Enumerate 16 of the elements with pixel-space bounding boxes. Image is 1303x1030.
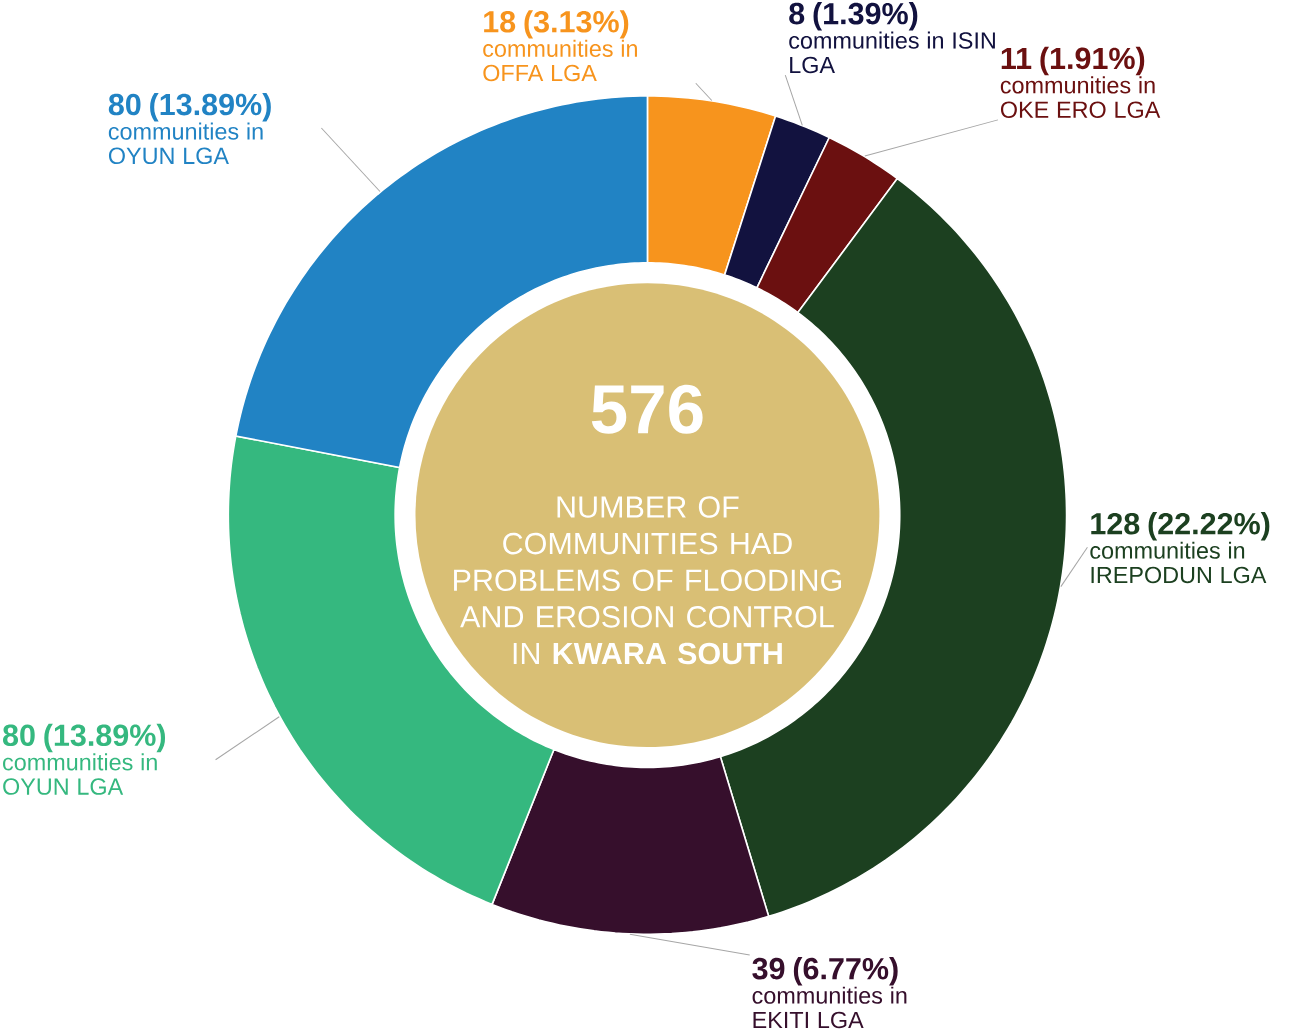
data-label: 8 (1.39%) <box>789 1 918 31</box>
text: NUMBER OF COMMUNITIES HAD PROBLEMS OF FLOODING AND EROSION CONTROL IN KWARA SOUTH <box>454 496 841 665</box>
data-label: 80 (13.89%) <box>108 92 271 122</box>
slice-label: communities in IREPODUN LGA <box>1090 541 1267 584</box>
slice-label: communities in OYUN LGA <box>108 122 263 164</box>
data-label: 39 (6.77%) <box>752 956 898 986</box>
slice-label: communities in OYUN LGA <box>3 753 157 795</box>
data-label: 80 (13.89%) <box>3 723 166 753</box>
slice-label: communities in ISIN LGA <box>789 31 995 74</box>
slice-label: communities in EKITI LGA <box>752 986 907 1029</box>
slice-label: communities in OFFA LGA <box>483 39 637 82</box>
data-label: 11 (1.91%) <box>1001 46 1145 76</box>
slice-label: communities in OKE ERO LGA <box>1000 76 1161 118</box>
data-label: 18 (3.13%) <box>484 10 629 39</box>
data-label: 128 (22.22%) <box>1091 511 1270 541</box>
text: 576 <box>591 384 703 434</box>
